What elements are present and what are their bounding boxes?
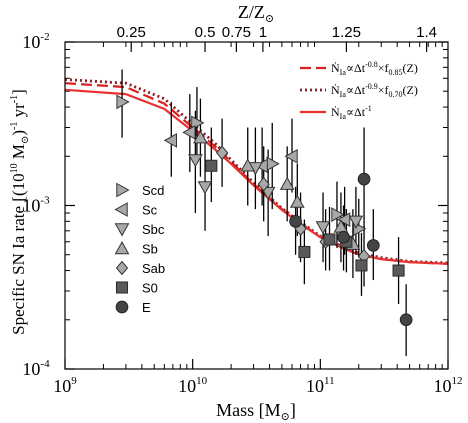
legend-marker-e — [115, 300, 129, 314]
y-axis-label: Specific SN Ia rate [(1010 M⊙)-1 yr-1] — [9, 89, 31, 335]
x-tick-label: 109 — [53, 375, 77, 396]
legend: Scd Sc Sbc Sb Sab S0 E ṄIa∝Δt-0.8×f0.85(Z) ṄIa∝Δ… — [114, 60, 418, 315]
data-point-scd — [116, 94, 130, 110]
data-point-sbc — [348, 215, 364, 229]
data-point-sb — [279, 176, 295, 190]
data-point-scd — [331, 207, 345, 222]
legend-label: Sc — [142, 203, 158, 218]
data-point-sc — [337, 212, 351, 227]
data-point-e — [337, 230, 350, 244]
data-point-e — [399, 313, 413, 327]
legend-marker-sb — [114, 240, 130, 255]
legend-label: Scd — [142, 183, 164, 198]
data-point-sbc — [197, 181, 213, 195]
data-point-s0 — [323, 233, 336, 246]
top-tick-label: 1 — [259, 24, 267, 41]
legend-label: S0 — [142, 281, 158, 296]
top-tick-label: 0.5 — [195, 24, 216, 41]
legend-marker-sc — [114, 202, 128, 217]
data-point-sbc — [260, 186, 276, 201]
x-tick-label: 1010 — [178, 375, 208, 396]
top-tick-label: 1.25 — [332, 24, 361, 41]
data-point-sb — [289, 194, 305, 208]
legend-label: Sab — [142, 261, 165, 276]
points-layer — [116, 69, 413, 357]
data-point-sb — [193, 130, 208, 144]
data-point-sab — [257, 176, 270, 192]
x-tick-label: 1012 — [434, 375, 463, 396]
legend-marker-sbc — [114, 223, 130, 237]
data-point-sbc — [315, 221, 331, 235]
ticks-layer: 109 1010 1011 1012 10-4 10-3 10-2 0.25 0.5 0.75 1 1… — [22, 24, 462, 396]
data-point-e — [289, 214, 302, 228]
model-curve-dotted — [65, 78, 448, 265]
data-point-s0 — [298, 245, 311, 258]
data-point-sc — [182, 125, 196, 140]
legend-label: E — [142, 300, 151, 315]
data-point-sb — [240, 158, 256, 172]
legend-line-label: ṄIa∝Δt-0.8×f0.85(Z) — [331, 60, 418, 77]
data-point-s0 — [355, 259, 368, 272]
x-tick-label: 1011 — [306, 375, 335, 396]
top-axis-label: Z/Z⊙ — [238, 2, 274, 25]
data-point-s0 — [392, 264, 405, 277]
legend-label: Sb — [142, 242, 158, 257]
legend-label: Sbc — [142, 222, 165, 237]
legend-line-label: ṄIa∝Δt-1 — [331, 104, 372, 121]
plot-frame — [64, 41, 449, 370]
data-point-sc — [163, 133, 177, 148]
y-tick-label: 10-4 — [22, 358, 50, 379]
data-point-e — [357, 172, 371, 186]
top-tick-label: 0.75 — [222, 24, 251, 41]
legend-marker-scd — [116, 182, 130, 198]
data-point-sbc — [188, 154, 203, 168]
data-point-sab — [215, 145, 229, 161]
y-tick-label: 10-2 — [22, 31, 49, 52]
legend-line-label: ṄIa∝Δt-0.9×f0.70(Z) — [331, 82, 418, 99]
data-point-sc — [284, 148, 298, 164]
legend-marker-s0 — [115, 281, 129, 294]
data-point-s0 — [205, 159, 218, 172]
top-tick-label: 1.4 — [416, 24, 437, 41]
data-point-e — [366, 239, 380, 252]
x-axis-label: Mass [M⊙] — [216, 400, 296, 423]
top-tick-label: 0.25 — [117, 24, 146, 41]
y-tick-label: 10-3 — [22, 195, 50, 216]
legend-marker-sab — [115, 260, 129, 276]
